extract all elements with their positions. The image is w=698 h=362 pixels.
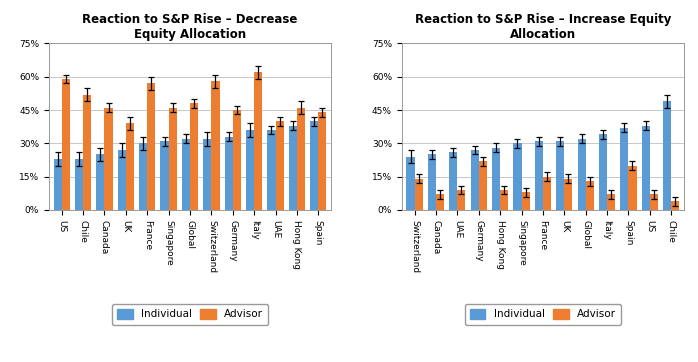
Bar xyxy=(479,161,487,210)
Bar xyxy=(577,139,586,210)
Bar xyxy=(118,150,126,210)
Bar xyxy=(521,192,530,210)
Bar xyxy=(500,190,508,210)
Bar xyxy=(190,104,198,210)
Bar xyxy=(492,148,500,210)
Bar xyxy=(671,201,679,210)
Bar xyxy=(276,121,283,210)
Bar xyxy=(233,110,241,210)
Bar xyxy=(650,194,658,210)
Bar xyxy=(254,72,262,210)
Bar xyxy=(586,181,594,210)
Bar xyxy=(61,79,70,210)
Bar xyxy=(147,83,156,210)
Bar xyxy=(599,134,607,210)
Bar xyxy=(543,177,551,210)
Bar xyxy=(641,126,650,210)
Bar xyxy=(182,139,190,210)
Bar xyxy=(450,152,457,210)
Bar xyxy=(54,159,61,210)
Bar xyxy=(406,157,415,210)
Bar xyxy=(169,108,177,210)
Bar xyxy=(139,143,147,210)
Bar xyxy=(556,141,564,210)
Bar xyxy=(105,108,112,210)
Bar xyxy=(126,123,134,210)
Bar xyxy=(436,194,444,210)
Bar xyxy=(318,112,327,210)
Legend: Individual, Advisor: Individual, Advisor xyxy=(465,304,621,325)
Bar xyxy=(663,101,671,210)
Legend: Individual, Advisor: Individual, Advisor xyxy=(112,304,268,325)
Bar xyxy=(297,108,305,210)
Bar xyxy=(310,121,318,210)
Bar xyxy=(211,81,220,210)
Bar xyxy=(621,128,628,210)
Bar xyxy=(470,150,479,210)
Bar xyxy=(267,130,276,210)
Bar xyxy=(564,179,572,210)
Bar xyxy=(75,159,83,210)
Bar xyxy=(457,190,466,210)
Bar xyxy=(428,155,436,210)
Bar xyxy=(628,165,637,210)
Bar xyxy=(513,143,521,210)
Title: Reaction to S&P Rise – Increase Equity
Allocation: Reaction to S&P Rise – Increase Equity A… xyxy=(415,13,671,41)
Bar xyxy=(203,139,211,210)
Bar xyxy=(535,141,543,210)
Title: Reaction to S&P Rise – Decrease
Equity Allocation: Reaction to S&P Rise – Decrease Equity A… xyxy=(82,13,298,41)
Bar xyxy=(96,155,105,210)
Bar xyxy=(289,126,297,210)
Bar xyxy=(225,137,233,210)
Bar xyxy=(161,141,169,210)
Bar xyxy=(246,130,254,210)
Bar xyxy=(415,179,423,210)
Bar xyxy=(83,94,91,210)
Bar xyxy=(607,194,615,210)
